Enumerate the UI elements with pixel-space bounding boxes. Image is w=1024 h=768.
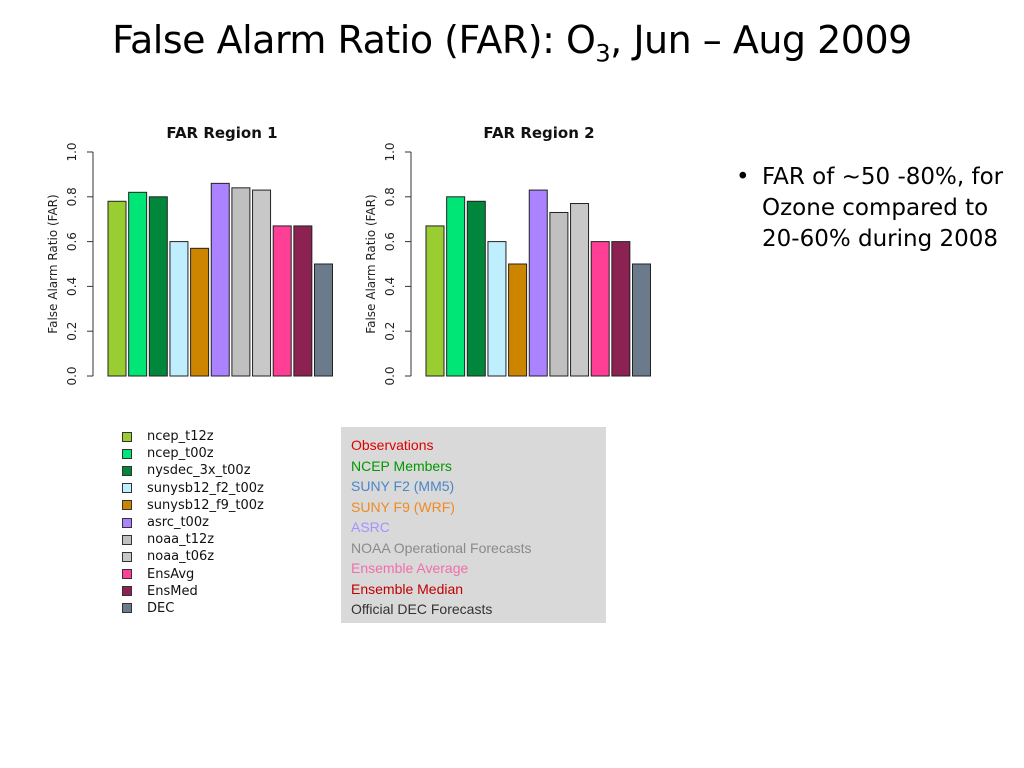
legend-item: ncep_t00z — [122, 445, 264, 462]
legend-swatch — [122, 517, 132, 528]
y-tick-label: 0.8 — [65, 187, 79, 206]
chart-title: FAR Region 2 — [483, 124, 594, 142]
title-subscript: 3 — [595, 39, 611, 68]
bar-EnsMed — [293, 225, 313, 377]
legend-swatch — [122, 551, 132, 562]
bar-ncep_t12z — [107, 200, 127, 377]
bar-noaa_t06z — [252, 189, 272, 377]
legend-swatch — [122, 534, 132, 545]
legend-label: asrc_t00z — [147, 515, 209, 531]
legend-label: noaa_t06z — [147, 549, 215, 565]
series-legend: ncep_t12z ncep_t00z nysdec_3x_t00z sunysb12… — [122, 428, 264, 617]
bar-sunysb12_f9_t00z — [508, 263, 528, 377]
slide-title: False Alarm Ratio (FAR): O3, Jun – Aug 2… — [0, 18, 1024, 68]
y-axis-label: False Alarm Ratio (FAR) — [46, 194, 60, 333]
legend-label: sunysb12_f2_t00z — [147, 480, 264, 496]
bar-EnsAvg — [272, 225, 292, 377]
bullet-item: • FAR of ~50 -80%, for Ozone compared to… — [736, 162, 1016, 255]
bar-asrc_t00z — [528, 189, 548, 377]
group-key-item: Official DEC Forecasts — [351, 601, 493, 617]
legend-item: sunysb12_f9_t00z — [122, 497, 264, 514]
group-key-item: Observations — [351, 437, 434, 453]
y-axis-label: False Alarm Ratio (FAR) — [364, 194, 378, 333]
group-key-item: NOAA Operational Forecasts — [351, 539, 532, 556]
bar-asrc_t00z — [210, 182, 230, 377]
bar-ncep_t00z — [128, 191, 148, 377]
legend-swatch — [122, 483, 132, 494]
legend-swatch — [122, 465, 132, 476]
bar-EnsMed — [611, 241, 631, 377]
bar-nysdec_3x_t00z — [466, 200, 486, 377]
legend-label: ncep_t00z — [147, 446, 214, 462]
legend-swatch — [122, 586, 132, 597]
bar-DEC — [314, 263, 333, 377]
legend-item: EnsMed — [122, 583, 264, 600]
y-tick-label: 0.0 — [383, 366, 397, 385]
legend-label: ncep_t12z — [147, 429, 214, 445]
legend-label: noaa_t12z — [147, 532, 215, 548]
bar-ncep_t00z — [446, 196, 466, 377]
y-tick-label: 0.0 — [65, 366, 79, 385]
legend-label: EnsMed — [147, 583, 198, 599]
legend-item: ncep_t12z — [122, 428, 264, 445]
y-tick-label: 1.0 — [65, 142, 79, 161]
bullet-text: FAR of ~50 -80%, for Ozone compared to 2… — [762, 164, 1004, 252]
bar-nysdec_3x_t00z — [148, 196, 168, 377]
y-tick-label: 0.6 — [383, 232, 397, 251]
y-tick-label: 0.4 — [65, 277, 79, 296]
legend-label: DEC — [147, 600, 175, 616]
legend-label: sunysb12_f9_t00z — [147, 497, 264, 513]
chart-panel-1: FAR Region 1 False Alarm Ratio (FAR) 0.0 0.… — [46, 124, 333, 386]
bar-DEC — [632, 263, 651, 377]
legend-item: asrc_t00z — [122, 514, 264, 531]
bar-charts: FAR Region 1 False Alarm Ratio (FAR) 0.0 0.… — [46, 124, 651, 386]
legend-swatch — [122, 448, 132, 459]
y-tick-label: 0.2 — [383, 322, 397, 341]
title-main: False Alarm Ratio (FAR): O — [112, 18, 596, 62]
legend-swatch — [122, 431, 132, 442]
bar-EnsAvg — [590, 241, 610, 377]
model-group-key: Observations NCEP Members SUNY F2 (MM5) SUN… — [341, 427, 606, 623]
legend-label: EnsAvg — [147, 566, 195, 582]
title-rest: , Jun – Aug 2009 — [610, 18, 912, 62]
legend-swatch — [122, 569, 132, 580]
y-tick-label: 0.4 — [383, 277, 397, 296]
group-key-item: ASRC — [351, 519, 390, 535]
bullet-dot: • — [736, 164, 750, 190]
y-tick-label: 0.8 — [383, 187, 397, 206]
group-key-item: SUNY F2 (MM5) — [351, 478, 455, 494]
legend-item: noaa_t06z — [122, 548, 264, 565]
y-tick-label: 0.6 — [65, 232, 79, 251]
group-key-item: SUNY F9 (WRF) — [351, 498, 455, 515]
group-key-item: Ensemble Median — [351, 580, 464, 597]
group-key-item: NCEP Members — [351, 457, 452, 474]
bar-noaa_t06z — [570, 203, 590, 377]
legend-swatch — [122, 500, 132, 511]
chart-panel-2: FAR Region 2 False Alarm Ratio (FAR) 0.0 0.… — [364, 124, 651, 386]
legend-item: nysdec_3x_t00z — [122, 462, 264, 479]
y-tick-label: 1.0 — [383, 142, 397, 161]
bar-sunysb12_f2_t00z — [169, 241, 189, 377]
legend-label: nysdec_3x_t00z — [147, 463, 251, 479]
bar-sunysb12_f2_t00z — [487, 241, 507, 377]
legend-item: DEC — [122, 600, 264, 617]
legend-item: sunysb12_f2_t00z — [122, 480, 264, 497]
bar-noaa_t12z — [231, 187, 251, 377]
legend-item: EnsAvg — [122, 566, 264, 583]
y-tick-label: 0.2 — [65, 322, 79, 341]
legend-swatch — [122, 603, 132, 614]
bar-noaa_t12z — [549, 211, 569, 377]
group-key-item: Ensemble Average — [351, 560, 469, 576]
bar-ncep_t12z — [425, 225, 445, 377]
bar-sunysb12_f9_t00z — [190, 247, 210, 377]
chart-title: FAR Region 1 — [166, 124, 277, 142]
legend-item: noaa_t12z — [122, 531, 264, 548]
bullet-list: • FAR of ~50 -80%, for Ozone compared to… — [736, 162, 1016, 255]
